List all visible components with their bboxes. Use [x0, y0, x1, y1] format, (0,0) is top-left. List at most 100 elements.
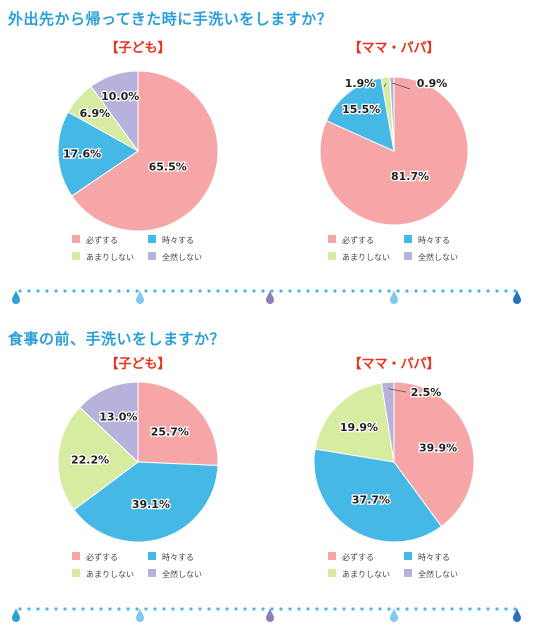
- data-label: 2.5%: [411, 386, 442, 399]
- divider-dot: [315, 289, 319, 293]
- legend-swatch: [72, 552, 80, 560]
- pie-slice-tokidoki-suru: [313, 448, 443, 543]
- data-label: 10.0%: [101, 90, 139, 103]
- water-drop-icon: [12, 608, 20, 622]
- divider-dot: [216, 289, 220, 293]
- divider-dot: [45, 607, 49, 611]
- divider-dot: [297, 289, 301, 293]
- divider-dot: [441, 289, 445, 293]
- water-drop-icon: [266, 290, 274, 304]
- divider-dot: [180, 607, 184, 611]
- water-drop-icon: [390, 608, 398, 622]
- legend-swatch: [328, 235, 336, 243]
- divider-dot: [450, 607, 454, 611]
- divider-dot: [108, 289, 112, 293]
- divider-dot: [495, 289, 499, 293]
- divider-dot: [36, 607, 40, 611]
- legend-swatch: [404, 552, 412, 560]
- divider-dot: [180, 289, 184, 293]
- divider-dot: [279, 607, 283, 611]
- divider-dot: [117, 289, 121, 293]
- divider-dot: [513, 607, 517, 611]
- divider-dot: [306, 607, 310, 611]
- pie-slice-kanarazu-suru: [393, 381, 475, 528]
- data-label: 81.7%: [391, 170, 429, 183]
- divider-dot: [504, 607, 508, 611]
- divider-dot: [198, 289, 202, 293]
- pie-slice-tokidoki-suru: [73, 461, 219, 543]
- divider-dot: [495, 607, 499, 611]
- divider-dot: [144, 289, 148, 293]
- divider-dot: [81, 289, 85, 293]
- data-label: 22.2%: [71, 453, 109, 466]
- divider-dot: [432, 607, 436, 611]
- legend-label: 必ずする: [342, 235, 374, 245]
- divider-dot: [135, 289, 139, 293]
- divider-dot: [342, 607, 346, 611]
- divider-dot: [243, 289, 247, 293]
- legend-label: 時々する: [418, 553, 450, 562]
- legend-label: 時々する: [418, 236, 450, 245]
- divider-dot: [126, 289, 130, 293]
- legend-label: 必ずする: [86, 552, 118, 562]
- divider-dot: [504, 289, 508, 293]
- divider-dot: [369, 607, 373, 611]
- legend-swatch: [148, 252, 156, 260]
- divider-dot: [252, 289, 256, 293]
- divider-dot: [63, 607, 67, 611]
- divider-dot: [243, 607, 247, 611]
- divider-dot: [324, 289, 328, 293]
- pie-slice-kanarazu-suru: [71, 70, 219, 232]
- legend-label: 全然しない: [418, 569, 458, 579]
- legend-swatch: [148, 552, 156, 560]
- divider-dot: [477, 289, 481, 293]
- divider-dot: [441, 607, 445, 611]
- divider-dot: [117, 607, 121, 611]
- divider-dot: [297, 607, 301, 611]
- divider-dot: [36, 289, 40, 293]
- divider-dot: [360, 289, 364, 293]
- divider-dot: [423, 289, 427, 293]
- divider-dot: [414, 607, 418, 611]
- legend-swatch: [148, 569, 156, 577]
- divider-dot: [423, 607, 427, 611]
- divider-dot: [405, 607, 409, 611]
- divider-dot: [225, 289, 229, 293]
- divider-dot: [270, 607, 274, 611]
- divider-dot: [387, 289, 391, 293]
- divider-dot: [162, 289, 166, 293]
- data-label: 6.9%: [80, 107, 111, 120]
- question-title-2: 食事の前、手洗いをしますか？: [8, 330, 226, 348]
- legend-label: あまりしない: [86, 570, 134, 579]
- legend-swatch: [328, 569, 336, 577]
- divider-dot: [387, 607, 391, 611]
- divider-dot: [342, 289, 346, 293]
- legend-label: 全然しない: [418, 252, 458, 262]
- divider-dot: [396, 607, 400, 611]
- pie-slice-amari-shinai: [57, 406, 139, 511]
- divider-dot: [171, 607, 175, 611]
- water-drop-icon: [266, 608, 274, 622]
- pie-slice-zenzen-shinai: [90, 70, 139, 153]
- divider-dot: [360, 607, 364, 611]
- divider-dot: [162, 607, 166, 611]
- divider-dot: [54, 607, 58, 611]
- divider-dot: [81, 607, 85, 611]
- divider-dot: [126, 607, 130, 611]
- legend-swatch: [148, 235, 156, 243]
- legend-swatch: [72, 252, 80, 260]
- divider-dot: [279, 289, 283, 293]
- pie-chart-q1-mama-papa: 【ママ・パパ】 81.7% 15.5% 1.9% 0.9%: [319, 40, 469, 226]
- divider-dot: [369, 289, 373, 293]
- divider-dot: [144, 607, 148, 611]
- divider-dot: [288, 607, 292, 611]
- divider-dot: [351, 607, 355, 611]
- legend-label: 全然しない: [162, 569, 202, 579]
- divider-dot: [432, 289, 436, 293]
- data-label: 15.5%: [342, 103, 380, 116]
- divider-dot: [216, 607, 220, 611]
- divider-dot: [225, 607, 229, 611]
